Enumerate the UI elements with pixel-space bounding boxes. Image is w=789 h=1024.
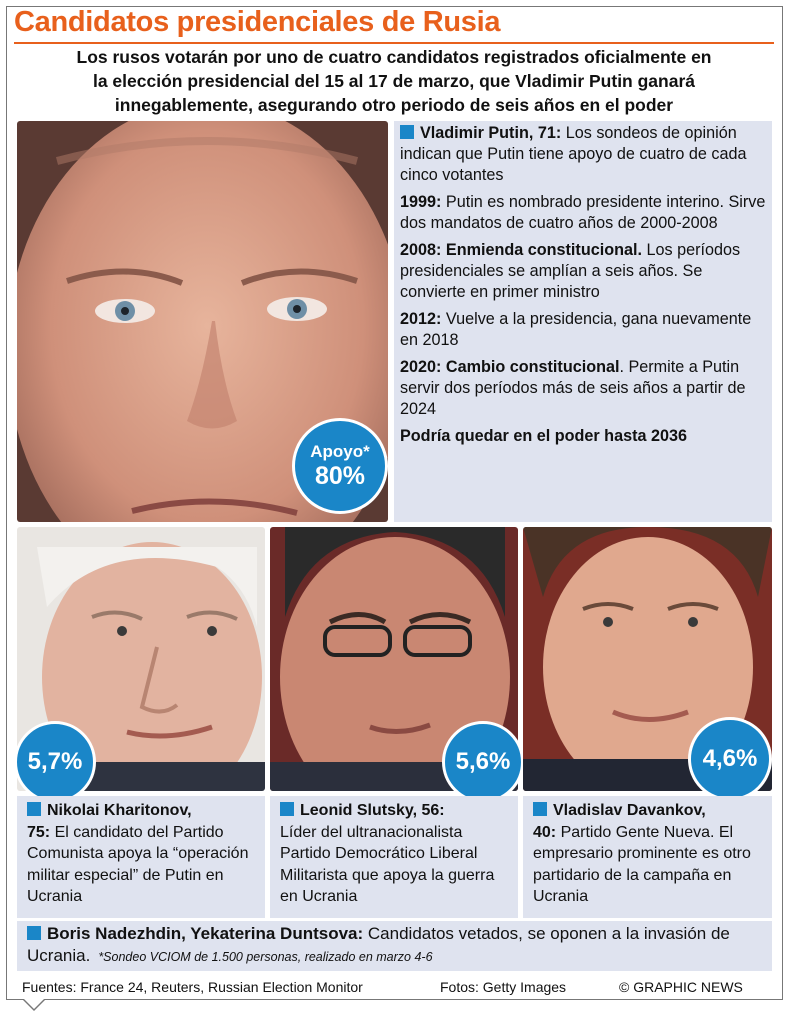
banned-names: Boris Nadezhdin, Yekaterina Duntsova: xyxy=(47,924,364,943)
support-label: Apoyo* xyxy=(310,442,370,461)
banned-candidates: Boris Nadezhdin, Yekaterina Duntsova: Ca… xyxy=(17,921,772,971)
timeline-head: 1999: xyxy=(400,193,442,211)
timeline-head: 2020: Cambio constitucional xyxy=(400,358,620,376)
candidate-age: 75: xyxy=(27,823,51,841)
poll-note: *Sondeo VCIOM de 1.500 personas, realiza… xyxy=(98,950,433,964)
kharitonov-photo xyxy=(17,527,265,791)
subtitle-line: Los rusos votarán por uno de cuatro cand… xyxy=(76,47,712,67)
graphic-frame xyxy=(6,6,783,1000)
footer-sources: Fuentes: France 24, Reuters, Russian Ele… xyxy=(22,979,363,995)
footer-credit: © GRAPHIC NEWS xyxy=(619,979,743,995)
kharitonov-bio: Nikolai Kharitonov, 75: El candidato del … xyxy=(17,796,265,918)
timeline-text: . Permite a Putin servir dos períodos má… xyxy=(400,358,746,418)
page-title: Candidatos presidenciales de Rusia xyxy=(14,6,501,38)
candidate-name: Vladislav Davankov, xyxy=(553,802,706,819)
timeline-item: 2012: Vuelve a la presidencia, gana nuev… xyxy=(400,309,768,351)
putin-intro: Vladimir Putin, 71: Los sondeos de opini… xyxy=(400,123,768,186)
davankov-bio: Vladislav Davankov, 40: Partido Gente Nue… xyxy=(523,796,772,918)
frame-notch-inner xyxy=(23,998,45,1009)
timeline-item: 1999: Putin es nombrado presidente inter… xyxy=(400,192,768,234)
putin-support-badge: Apoyo* 80% xyxy=(292,418,388,514)
footer-photos: Fotos: Getty Images xyxy=(440,979,567,995)
timeline-head: 2012: xyxy=(400,310,442,328)
banned-text: Candidatos vetados, se oponen a la invas… xyxy=(27,924,730,965)
blue-square-icon xyxy=(400,125,414,139)
support-value: 5,6% xyxy=(455,748,511,775)
slutsky-support-badge: 5,6% xyxy=(442,721,524,803)
candidate-name: Nikolai Kharitonov, xyxy=(47,802,192,819)
subtitle-line: innegablemente, asegurando otro periodo … xyxy=(114,95,674,115)
timeline-head: 2008: Enmienda constitucional. xyxy=(400,241,642,259)
putin-closing: Podría quedar en el poder hasta 2036 xyxy=(400,426,768,447)
putin-intro-text: Los sondeos de opinión indican que Putin… xyxy=(400,124,747,184)
closing-text: Podría quedar en el poder hasta 2036 xyxy=(400,427,687,445)
slutsky-bio: Leonid Slutsky, 56: Líder del ultranacio… xyxy=(270,796,518,918)
candidate-text: El candidato del Partido Comunista apoya… xyxy=(27,823,249,906)
support-value: 80% xyxy=(314,462,366,490)
blue-square-icon xyxy=(27,926,41,940)
timeline-item: 2020: Cambio constitucional. Permite a P… xyxy=(400,357,768,420)
timeline-text: Putin es nombrado presidente interino. S… xyxy=(400,193,766,232)
support-value: 5,7% xyxy=(27,748,83,775)
candidate-text: Partido Gente Nueva. El empresario promi… xyxy=(533,823,751,906)
support-value: 4,6% xyxy=(702,745,758,772)
putin-bio-panel: Vladimir Putin, 71: Los sondeos de opini… xyxy=(394,121,772,522)
blue-square-icon xyxy=(27,802,41,816)
candidate-age: 40: xyxy=(533,823,557,841)
blue-square-icon xyxy=(280,802,294,816)
kharitonov-face-illustration xyxy=(17,527,265,791)
davankov-support-badge: 4,6% xyxy=(688,717,772,801)
timeline-text: Vuelve a la presidencia, gana nuevamente… xyxy=(400,310,752,349)
timeline-item: 2008: Enmienda constitucional. Los perío… xyxy=(400,240,768,303)
title-rule xyxy=(14,42,774,44)
kharitonov-support-badge: 5,7% xyxy=(14,721,96,803)
blue-square-icon xyxy=(533,802,547,816)
candidate-text: Líder del ultranacionalista Partido Demo… xyxy=(280,823,495,906)
candidate-name: Leonid Slutsky, 56: xyxy=(300,802,445,819)
subtitle-line: la elección presidencial del 15 al 17 de… xyxy=(92,71,696,91)
timeline-text: Los períodos presidenciales se amplían a… xyxy=(400,241,741,301)
putin-name: Vladimir Putin, 71: xyxy=(420,124,562,142)
subtitle: Los rusos votarán por uno de cuatro cand… xyxy=(14,45,774,117)
